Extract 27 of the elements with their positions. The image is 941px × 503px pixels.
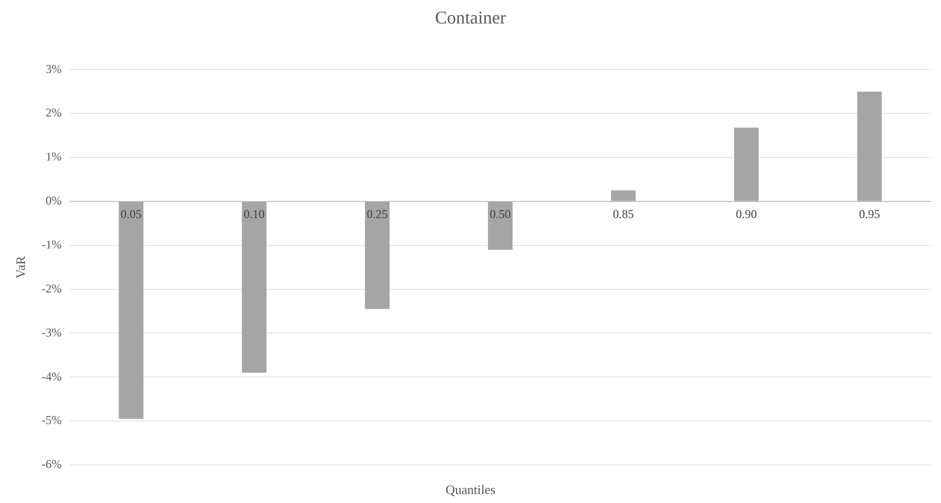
y-tick-label: 0% bbox=[46, 194, 62, 208]
y-tick-label: 3% bbox=[46, 62, 62, 76]
y-tick-label: -2% bbox=[42, 281, 62, 296]
x-tick-label: 0.90 bbox=[736, 206, 757, 221]
y-axis-title: VaR bbox=[13, 256, 28, 278]
x-tick-label: 0.05 bbox=[120, 206, 142, 221]
x-tick-label: 0.95 bbox=[858, 206, 880, 221]
bar bbox=[611, 190, 636, 201]
bar bbox=[857, 92, 882, 201]
x-tick-label: 0.85 bbox=[612, 206, 634, 221]
x-axis-title: Quantiles bbox=[444, 482, 496, 498]
y-tick-label: 2% bbox=[46, 106, 62, 120]
y-tick-label: -5% bbox=[42, 413, 62, 428]
chart-title: Container bbox=[435, 8, 506, 28]
bar bbox=[364, 202, 390, 310]
y-tick-label: 1% bbox=[46, 150, 62, 164]
bar bbox=[734, 128, 759, 201]
y-tick-label: -6% bbox=[42, 457, 62, 472]
y-tick-label: -1% bbox=[42, 237, 62, 252]
x-tick-label: 0.25 bbox=[366, 206, 388, 221]
bar bbox=[488, 202, 513, 250]
y-tick-label: -3% bbox=[42, 325, 62, 340]
bar bbox=[242, 202, 266, 373]
x-tick-label: 0.50 bbox=[490, 206, 511, 221]
x-tick-label: 0.10 bbox=[244, 206, 265, 221]
y-tick-label: -4% bbox=[42, 369, 62, 384]
bar bbox=[118, 202, 144, 419]
